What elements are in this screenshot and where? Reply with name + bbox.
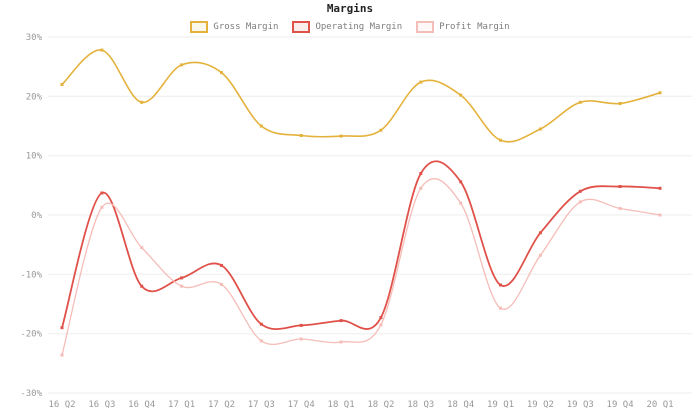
series-line-gross-margin (61, 49, 661, 143)
legend-marker-operating-margin (292, 21, 311, 33)
data-point-marker-operating-margin (658, 186, 662, 190)
x-axis-tick-label: 17 Q3 (248, 400, 275, 410)
data-point-marker-profit-margin (180, 284, 184, 288)
data-point-marker-operating-margin (259, 322, 263, 326)
data-point-marker-operating-margin (339, 319, 343, 323)
data-point-marker-gross-margin (100, 48, 104, 52)
y-axis-tick-label: -30% (20, 389, 42, 399)
legend-marker-profit-margin (416, 21, 435, 33)
y-axis-tick-label: -10% (20, 270, 42, 280)
data-point-marker-profit-margin (60, 353, 64, 357)
data-point-marker-gross-margin (259, 124, 263, 128)
x-axis-tick-label: 16 Q3 (88, 400, 115, 410)
x-axis-tick-label: 19 Q3 (567, 400, 594, 410)
data-point-marker-operating-margin (379, 316, 383, 320)
legend-label-profit-margin: Profit Margin (439, 22, 510, 32)
data-point-marker-operating-margin (538, 231, 542, 235)
x-axis-tick-label: 16 Q4 (128, 400, 155, 410)
data-point-marker-operating-margin (419, 172, 423, 175)
x-axis-tick-label: 17 Q2 (208, 400, 235, 410)
legend-label-gross-margin: Gross Margin (213, 22, 279, 32)
data-point-marker-gross-margin (459, 93, 463, 97)
x-axis-tick-label: 18 Q2 (367, 400, 394, 410)
x-axis-tick-label: 19 Q2 (527, 400, 554, 410)
y-axis-tick-label: -20% (20, 330, 42, 340)
chart-legend: Gross Margin Operating Margin Profit Margi… (0, 21, 700, 33)
data-point-marker-gross-margin (180, 63, 184, 67)
y-axis-tick-label: 0% (31, 211, 42, 221)
data-point-marker-profit-margin (140, 246, 144, 250)
x-axis-tick-label: 17 Q1 (168, 400, 195, 410)
data-point-marker-operating-margin (140, 284, 144, 288)
x-axis-tick-label: 19 Q1 (487, 400, 514, 410)
data-point-marker-operating-margin (578, 189, 582, 193)
data-point-marker-operating-margin (299, 323, 303, 327)
data-point-marker-profit-margin (220, 282, 223, 286)
data-point-marker-gross-margin (299, 134, 303, 137)
series-line-profit-margin (61, 178, 661, 356)
x-axis-tick-label: 19 Q4 (607, 400, 634, 410)
data-point-marker-profit-margin (299, 337, 303, 341)
data-point-marker-profit-margin (419, 186, 423, 190)
legend-item-gross-margin[interactable]: Gross Margin (190, 21, 278, 33)
legend-item-operating-margin[interactable]: Operating Margin (292, 21, 402, 33)
data-point-marker-operating-margin (459, 180, 463, 184)
legend-item-profit-margin[interactable]: Profit Margin (416, 21, 510, 33)
data-point-marker-gross-margin (538, 127, 542, 131)
data-point-marker-profit-margin (578, 200, 582, 204)
legend-label-operating-margin: Operating Margin (315, 22, 403, 32)
data-point-marker-gross-margin (499, 138, 502, 142)
data-point-marker-gross-margin (60, 83, 64, 86)
data-point-marker-operating-margin (220, 263, 223, 267)
data-point-marker-operating-margin (60, 326, 64, 330)
data-point-marker-profit-margin (100, 205, 104, 209)
data-point-marker-profit-margin (538, 253, 542, 257)
y-axis-tick-label: 30% (26, 33, 43, 43)
series-line-operating-margin (61, 160, 661, 331)
data-point-marker-profit-margin (259, 339, 263, 343)
x-axis-tick-label: 18 Q1 (328, 400, 355, 410)
data-point-marker-gross-margin (658, 91, 662, 95)
data-point-marker-gross-margin (618, 102, 622, 105)
legend-marker-gross-margin (190, 21, 209, 33)
data-point-marker-gross-margin (419, 80, 423, 84)
x-axis-tick-label: 20 Q1 (646, 400, 673, 410)
x-axis-tick-label: 16 Q2 (48, 400, 75, 410)
data-point-marker-profit-margin (379, 323, 383, 327)
data-point-marker-profit-margin (339, 340, 343, 344)
data-point-marker-profit-margin (618, 207, 622, 210)
data-point-marker-gross-margin (339, 134, 343, 138)
data-point-marker-gross-margin (220, 71, 223, 75)
data-point-marker-profit-margin (499, 306, 502, 310)
x-axis-tick-label: 18 Q4 (447, 400, 474, 410)
data-point-marker-operating-margin (499, 283, 502, 287)
data-point-marker-operating-margin (618, 185, 622, 188)
data-point-marker-profit-margin (459, 201, 463, 205)
data-point-marker-gross-margin (379, 128, 383, 132)
x-axis-tick-label: 17 Q4 (288, 400, 315, 410)
data-point-marker-gross-margin (578, 100, 582, 104)
y-axis-tick-label: 10% (26, 152, 43, 162)
data-point-marker-gross-margin (140, 100, 144, 104)
data-point-marker-operating-margin (100, 191, 104, 195)
data-point-marker-operating-margin (180, 276, 184, 280)
x-axis-tick-label: 18 Q3 (407, 400, 434, 410)
chart-title: Margins (326, 2, 374, 15)
y-axis-tick-label: 20% (26, 92, 43, 102)
data-point-marker-profit-margin (658, 213, 662, 217)
